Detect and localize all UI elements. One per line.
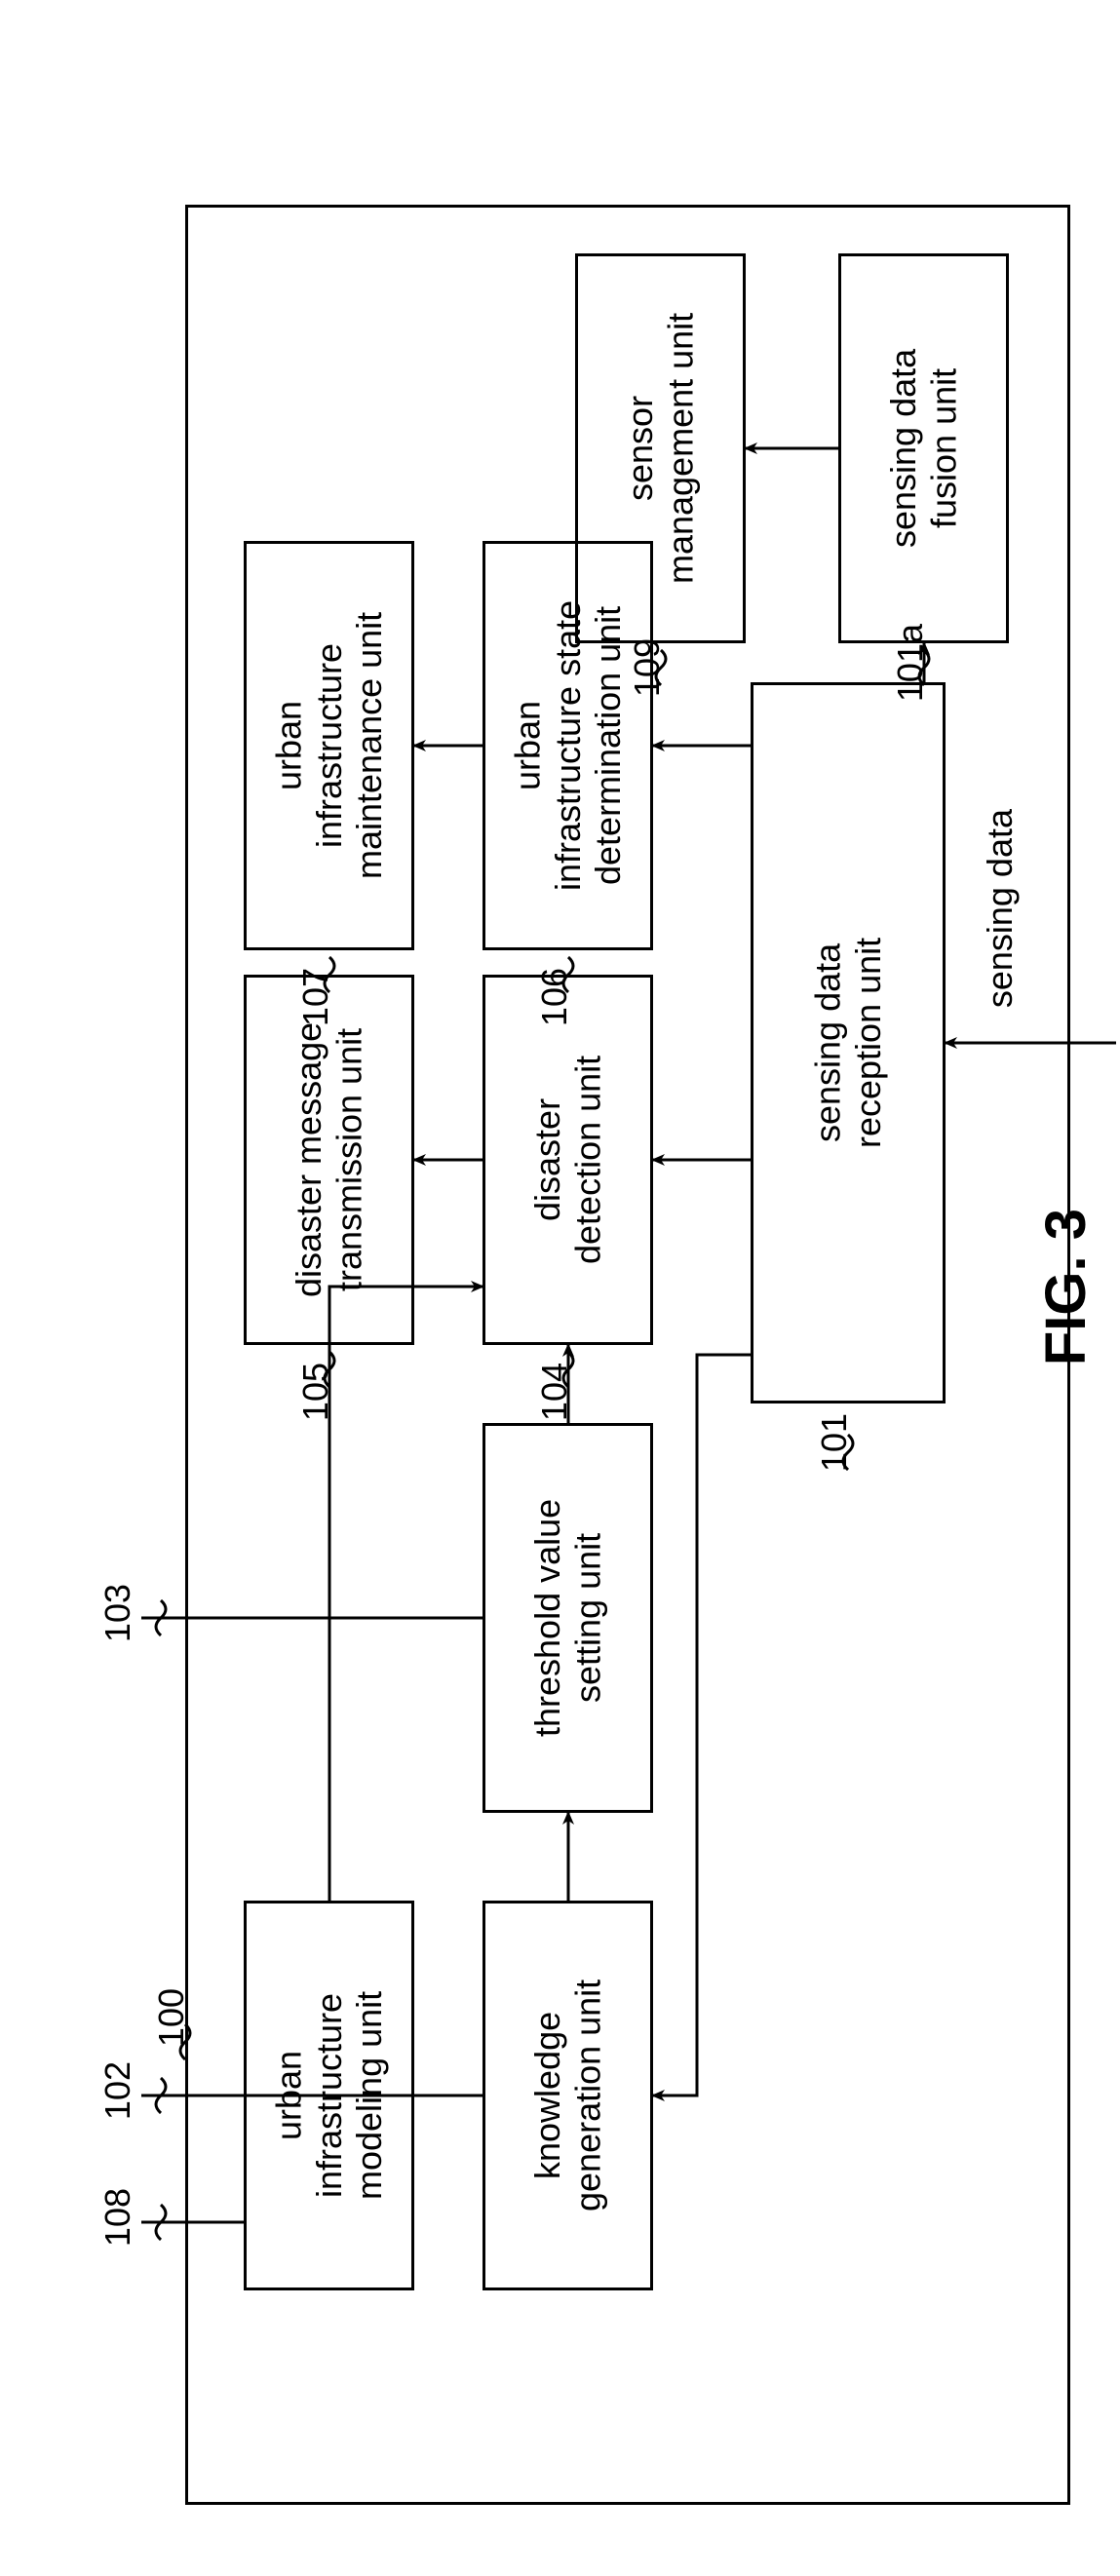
ref-102: 102: [97, 2061, 138, 2120]
sensing-data-input-label: sensing data: [980, 809, 1021, 1008]
box-sensing-data-fusion: sensing data fusion unit: [838, 253, 1009, 643]
ref-107: 107: [295, 968, 336, 1026]
box-urban-state: urban infrastructure state determination…: [483, 541, 653, 950]
ref-104: 104: [534, 1363, 575, 1421]
box-disaster-message: disaster message transmission unit: [244, 975, 414, 1345]
ref-101: 101: [814, 1413, 855, 1472]
ref-108: 108: [97, 2188, 138, 2247]
box-disaster-detection: disaster detection unit: [483, 975, 653, 1345]
ref-106: 106: [534, 968, 575, 1026]
ref-105: 105: [295, 1363, 336, 1421]
ref-103: 103: [97, 1584, 138, 1642]
box-threshold-value: threshold value setting unit: [483, 1423, 653, 1813]
box-knowledge-generation: knowledge generation unit: [483, 1901, 653, 2290]
box-urban-maintenance: urban infrastructure maintenance unit: [244, 541, 414, 950]
ref-101a: 101a: [890, 624, 931, 702]
box-urban-modeling: urban infrastructure modeling unit: [244, 1901, 414, 2290]
ref-109: 109: [627, 638, 668, 697]
ref-100: 100: [151, 1988, 192, 2047]
box-sensing-data-reception: sensing data reception unit: [751, 682, 946, 1403]
